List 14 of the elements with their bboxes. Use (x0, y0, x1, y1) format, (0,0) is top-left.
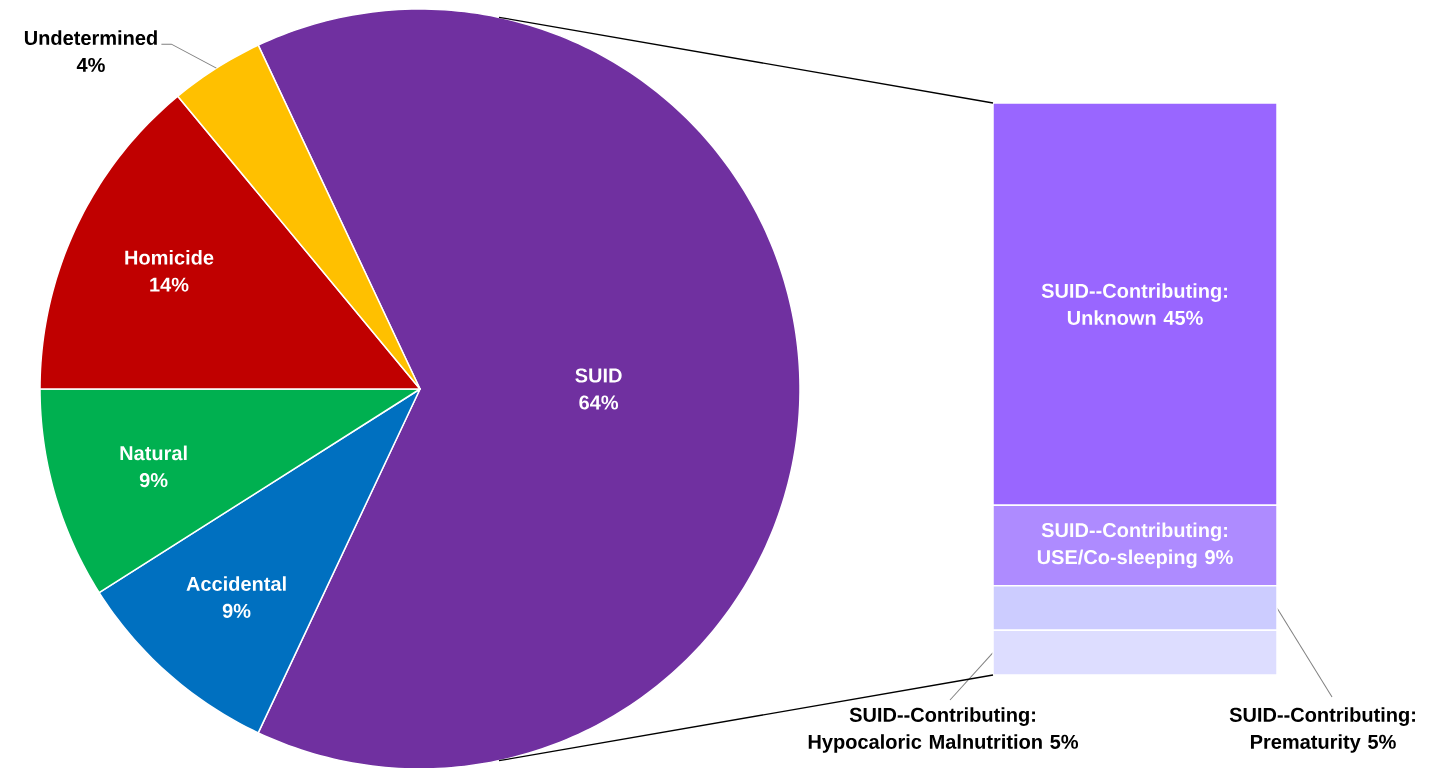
data-label: 9% (222, 603, 251, 618)
data-label: 14% (150, 277, 189, 292)
data-label: 64% (579, 395, 619, 410)
slice-label: SUID (575, 368, 622, 383)
data-label: SUID--Contributing: USE/Co-sleeping 9% (1037, 522, 1233, 569)
data-label: 4% (76, 57, 105, 72)
data-label: SUID--Contributing: Prematurity 5% (1229, 707, 1415, 753)
data-label: 9% (139, 473, 168, 488)
data-label: SUID--Contributing: Unknown 45% (1041, 283, 1227, 325)
slice-label: Natural (120, 445, 187, 461)
slice-label: Undetermined (24, 30, 157, 46)
slice-label: Homicide (125, 250, 214, 265)
data-label: SUID--Contributing: Hypocaloric Malnutrition 5% (808, 707, 1079, 753)
slice-label: Accidental (186, 576, 286, 591)
